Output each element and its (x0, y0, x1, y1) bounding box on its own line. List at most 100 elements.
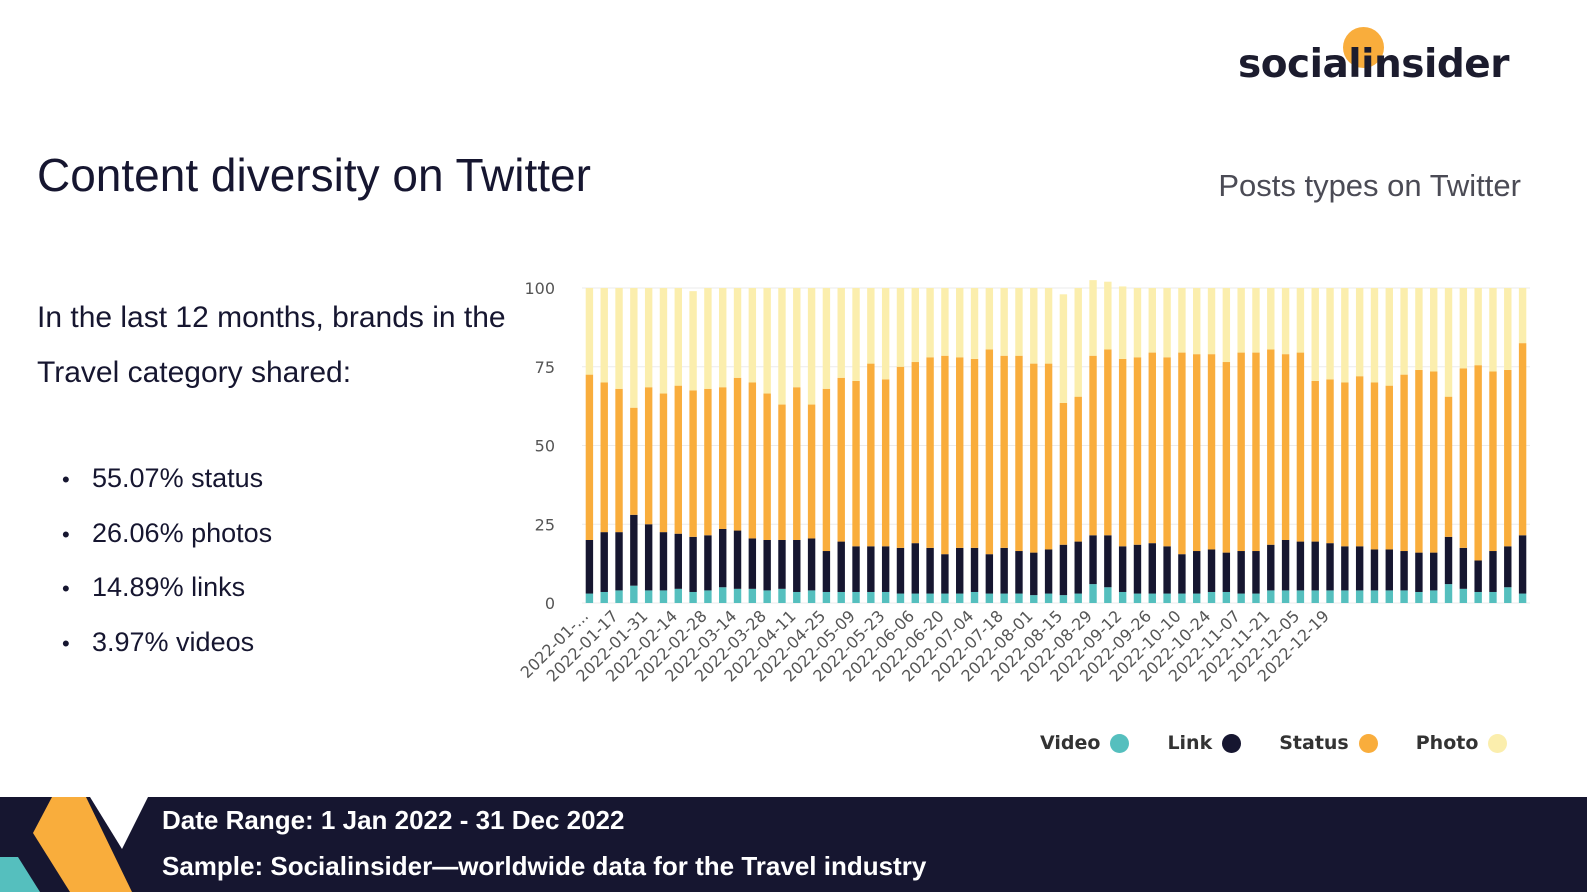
bar-photo (1311, 288, 1319, 381)
bar-link (867, 546, 875, 592)
bar-link (852, 546, 860, 592)
bar-photo (1118, 286, 1127, 359)
bar-link (1341, 546, 1349, 591)
bar-link (970, 547, 979, 592)
bar-video (1430, 590, 1438, 603)
bar-video (1148, 593, 1156, 603)
bar-photo (793, 288, 801, 388)
bar-status (1104, 349, 1112, 536)
bar-photo (1267, 288, 1275, 350)
bar-status (1207, 354, 1216, 550)
bar-photo (941, 288, 949, 356)
brand-logo: socialinsider (1238, 42, 1510, 87)
bar-status (1074, 396, 1082, 542)
bar-status (1504, 369, 1512, 547)
bar-video (1118, 591, 1127, 603)
bar-link (615, 532, 623, 591)
bar-photo (674, 288, 682, 386)
bar-link (1252, 551, 1260, 594)
legend-dot-photo (1488, 733, 1508, 753)
bar-photo (630, 288, 638, 408)
bar-video (852, 591, 860, 603)
bar-link (1504, 546, 1512, 588)
bar-link (733, 530, 742, 589)
bar-photo (778, 288, 786, 405)
bar-status (837, 377, 845, 542)
bar-link (985, 554, 994, 594)
bar-status (926, 357, 934, 548)
bar-photo (1370, 288, 1379, 383)
bar-status (852, 380, 860, 547)
bar-status (881, 379, 890, 547)
bar-photo (852, 288, 860, 381)
bar-link (881, 546, 890, 592)
bar-link (896, 547, 905, 594)
y-tick-label: 50 (535, 437, 555, 456)
deco-orange-shape (33, 797, 132, 892)
bar-link (763, 540, 771, 591)
bar-link (1267, 544, 1275, 591)
bar-status (822, 388, 831, 552)
bar-link (1030, 552, 1038, 596)
bar-status (1311, 380, 1319, 542)
bar-link (659, 532, 668, 591)
bar-photo (1415, 288, 1423, 370)
bar-status (778, 404, 786, 540)
bar-photo (911, 288, 919, 363)
stats-list: 55.07% status 26.06% photos 14.89% links… (62, 456, 272, 674)
y-tick-label: 75 (535, 358, 555, 377)
bar-photo (1059, 294, 1068, 403)
bar-status (1489, 371, 1497, 552)
bar-status (1133, 357, 1142, 545)
bar-video (763, 590, 771, 603)
bar-status (1030, 363, 1038, 553)
bar-link (837, 541, 845, 592)
bar-video (674, 588, 682, 603)
bar-photo (689, 291, 697, 391)
bar-link (674, 533, 682, 589)
bar-photo (1237, 288, 1245, 353)
bar-status (1474, 365, 1482, 561)
bar-video (689, 591, 697, 603)
bar-video (1193, 593, 1201, 603)
bar-link (1074, 541, 1082, 594)
bar-link (1311, 541, 1319, 591)
bar-status (1355, 376, 1364, 547)
bar-photo (881, 288, 890, 380)
bar-video (1281, 590, 1290, 603)
bar-video (1163, 593, 1171, 603)
bar-link (630, 514, 638, 586)
bar-link (1237, 551, 1245, 594)
bar-video (1341, 590, 1349, 603)
bar-photo (1474, 288, 1482, 366)
bar-photo (1015, 288, 1023, 356)
footer-decoration (0, 797, 148, 892)
bar-photo (719, 288, 727, 388)
bar-link (1163, 546, 1171, 594)
bar-link (1370, 549, 1379, 591)
bar-link (1207, 549, 1216, 592)
bar-photo (1030, 288, 1038, 364)
bar-status (985, 349, 994, 555)
bar-link (719, 528, 727, 588)
bar-video (1178, 593, 1186, 603)
bar-video (911, 593, 919, 603)
legend-dot-status (1358, 733, 1378, 753)
bar-status (1415, 369, 1423, 553)
page-title: Content diversity on Twitter (37, 149, 591, 201)
bar-video (733, 588, 742, 603)
bar-video (1474, 591, 1482, 603)
bar-link (793, 540, 801, 592)
bar-photo (585, 288, 594, 375)
bar-video (867, 591, 875, 603)
bar-status (748, 382, 757, 539)
bar-status (674, 385, 682, 534)
bar-status (1326, 379, 1334, 544)
bar-status (867, 363, 875, 547)
bar-photo (985, 288, 994, 350)
bar-status (1148, 352, 1156, 544)
bar-video (1459, 588, 1468, 603)
bar-status (615, 388, 623, 533)
bar-photo (1252, 288, 1260, 353)
bar-photo (644, 288, 653, 388)
